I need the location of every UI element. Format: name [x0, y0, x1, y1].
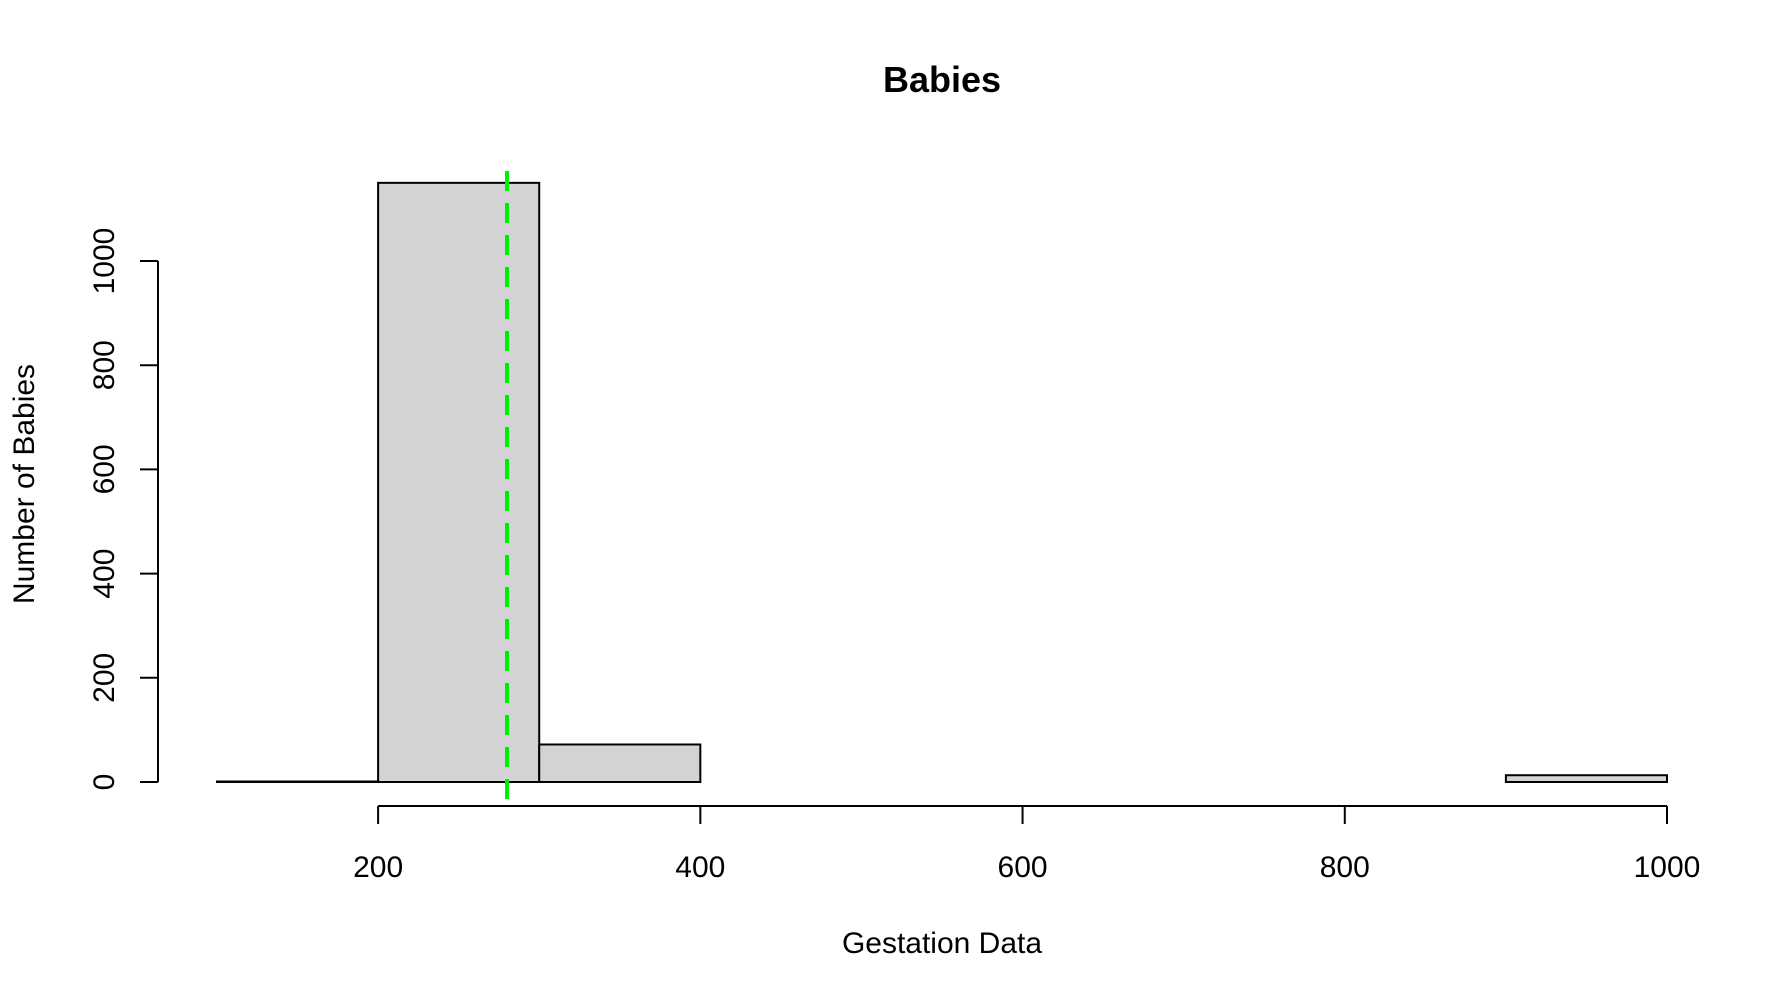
x-tick-label: 800 — [1320, 851, 1370, 884]
y-tick-label: 1000 — [88, 228, 121, 295]
x-axis: 200 400 600 800 1000 — [353, 805, 1701, 884]
y-tick-label: 600 — [88, 444, 121, 494]
y-axis-label: Number of Babies — [8, 364, 41, 604]
y-tick-label: 0 — [88, 774, 121, 791]
y-axis: 0 200 400 600 800 1000 — [88, 228, 159, 791]
x-axis-label: Gestation Data — [842, 927, 1042, 960]
x-tick-label: 200 — [353, 851, 403, 884]
histogram-bars — [216, 181, 1669, 784]
histogram-bar-100-200 — [216, 780, 380, 784]
histogram-bar-300-400 — [538, 743, 702, 783]
x-tick-label: 1000 — [1634, 851, 1701, 884]
y-tick-label: 800 — [88, 340, 121, 390]
histogram-bar-900-1000 — [1504, 774, 1669, 783]
y-tick-label: 400 — [88, 549, 121, 599]
chart-title: Babies — [883, 59, 1001, 100]
x-tick-label: 600 — [998, 851, 1048, 884]
y-tick-label: 200 — [88, 653, 121, 703]
histogram-bar-200-300 — [377, 181, 541, 784]
x-tick-label: 400 — [675, 851, 725, 884]
